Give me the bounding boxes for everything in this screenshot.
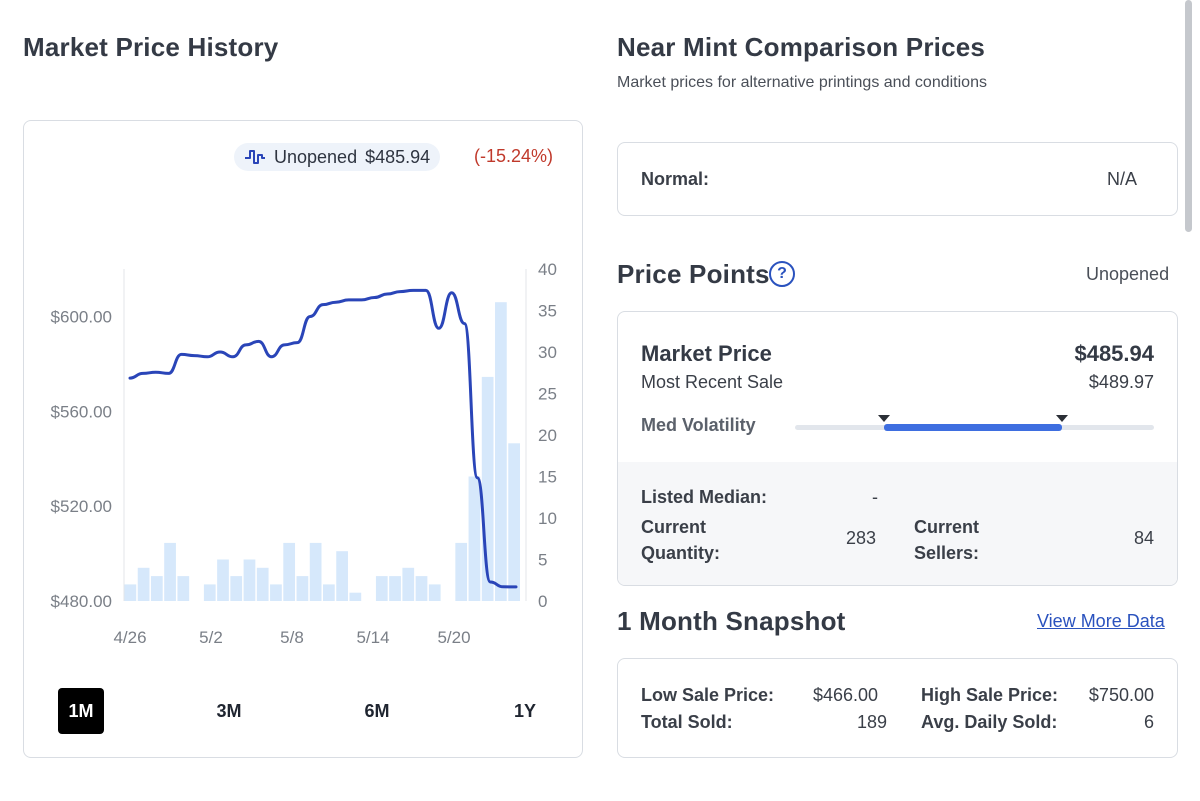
price-points-variant: Unopened [1086, 264, 1170, 284]
price-points-title: Price Points [617, 259, 770, 289]
y-right-tick-label: 25 [538, 385, 557, 404]
page-scrollbar[interactable] [1185, 0, 1192, 232]
y-left-tick-label: $480.00 [51, 592, 112, 611]
volume-bar [309, 542, 322, 601]
comparison-title: Near Mint Comparison Prices [617, 32, 986, 62]
x-tick-label: 4/26 [113, 628, 146, 647]
volume-bar [270, 584, 282, 601]
current-quantity-label: Current Quantity: [641, 517, 720, 563]
avg-daily-value: 6 [1143, 712, 1154, 732]
volume-bar [164, 542, 176, 601]
y-right-tick-label: 40 [538, 260, 557, 279]
legend-value: $485.94 [365, 146, 431, 167]
avg-daily-label: Avg. Daily Sold: [921, 712, 1058, 732]
current-quantity-value: 283 [846, 528, 877, 548]
y-right-tick-label: 15 [538, 468, 557, 487]
volume-bar [428, 584, 441, 601]
price-history-chart-card: Unopened $485.94 (-15.24%) $600.00 $560.0… [23, 120, 583, 758]
volatility-low-marker [878, 415, 890, 422]
volume-bar [137, 567, 150, 601]
volume-bar [389, 576, 401, 601]
volume-bar [336, 551, 348, 601]
y-right-tick-label: 0 [538, 592, 547, 611]
range-button-3m[interactable]: 3M [216, 700, 242, 721]
snapshot-title: 1 Month Snapshot [617, 606, 846, 636]
view-more-data-link[interactable]: View More Data [1037, 611, 1165, 631]
range-button-1y[interactable]: 1Y [513, 700, 537, 721]
volume-bar [124, 584, 137, 601]
volume-bar [375, 576, 388, 601]
volume-bar [415, 576, 428, 601]
volume-bar [323, 584, 335, 601]
volatility-range-fill [884, 424, 1062, 431]
volume-bar [296, 576, 309, 601]
snapshot-card: Low Sale Price: $466.00 High Sale Price:… [617, 658, 1178, 758]
high-sale-label: High Sale Price: [921, 685, 1059, 705]
volatility-bar [795, 415, 1154, 431]
market-price-label: Market Price [641, 341, 772, 366]
normal-value: N/A [1106, 169, 1137, 189]
comparison-card: Normal: N/A [617, 142, 1178, 216]
low-sale-value: $466.00 [813, 685, 879, 705]
total-sold-value: 189 [857, 712, 888, 732]
comparison-subtitle: Market prices for alternative printings … [617, 74, 987, 91]
price-line [128, 288, 518, 589]
volume-bar [243, 559, 256, 601]
y-right-tick-label: 5 [538, 551, 547, 570]
volume-bar [283, 542, 296, 601]
low-sale-label: Low Sale Price: [641, 685, 775, 705]
y-right-tick-label: 30 [538, 343, 557, 362]
volume-bar [508, 443, 520, 601]
y-left-tick-label: $600.00 [51, 307, 112, 326]
range-button-6m[interactable]: 6M [364, 700, 390, 721]
recent-sale-value: $489.97 [1088, 372, 1154, 392]
y-left-tick-label: $520.00 [51, 497, 112, 516]
recent-sale-label: Most Recent Sale [641, 372, 784, 392]
current-sellers-label: Current Sellers: [914, 517, 980, 563]
listed-median-value: - [872, 487, 878, 507]
market-price-history-title: Market Price History [23, 32, 279, 62]
volume-bar [177, 576, 190, 601]
price-points-card: Market Price $485.94 Most Recent Sale $4… [617, 311, 1178, 586]
x-tick-label: 5/14 [356, 628, 389, 647]
y-right-tick-label: 35 [538, 302, 557, 321]
x-tick-label: 5/2 [199, 628, 223, 647]
listing-stats-band: Listed Median: - Current Quantity: 283 C… [618, 462, 1177, 585]
current-sellers-value: 84 [1133, 528, 1154, 548]
series-legend[interactable]: Unopened $485.94 [234, 143, 441, 171]
volume-bar [468, 476, 481, 601]
y-left-tick-label: $560.00 [51, 402, 112, 421]
high-sale-value: $750.00 [1088, 685, 1154, 705]
x-tick-label: 5/20 [437, 628, 470, 647]
volume-bar [256, 567, 269, 601]
price-history-chart: $600.00 $560.00 $520.00 $480.00 40 35 30 25 20 15… [51, 260, 557, 647]
y-right-tick-label: 20 [538, 426, 557, 445]
volatility-high-marker [1056, 415, 1068, 422]
price-history-icon [245, 150, 265, 164]
y-right-tick-label: 10 [538, 509, 557, 528]
volatility-label: Med Volatility [641, 415, 756, 435]
volume-bar [402, 567, 415, 601]
volume-bar [455, 542, 468, 601]
normal-label: Normal: [641, 169, 710, 189]
volume-bar [481, 376, 494, 601]
total-sold-label: Total Sold: [641, 712, 733, 732]
x-tick-label: 5/8 [280, 628, 304, 647]
market-price-value: $485.94 [1074, 341, 1154, 366]
volume-bar [203, 584, 216, 601]
question-circle-icon[interactable]: ? [769, 261, 795, 287]
range-button-1m[interactable]: 1M [58, 688, 104, 734]
volume-bar [230, 576, 243, 601]
legend-change: (-15.24%) [474, 146, 554, 166]
volume-bar [150, 576, 163, 601]
volume-bar [495, 302, 507, 601]
volume-bar [349, 592, 362, 601]
volume-bar [217, 559, 229, 601]
listed-median-label: Listed Median: [641, 487, 768, 507]
legend-label: Unopened [274, 146, 358, 167]
